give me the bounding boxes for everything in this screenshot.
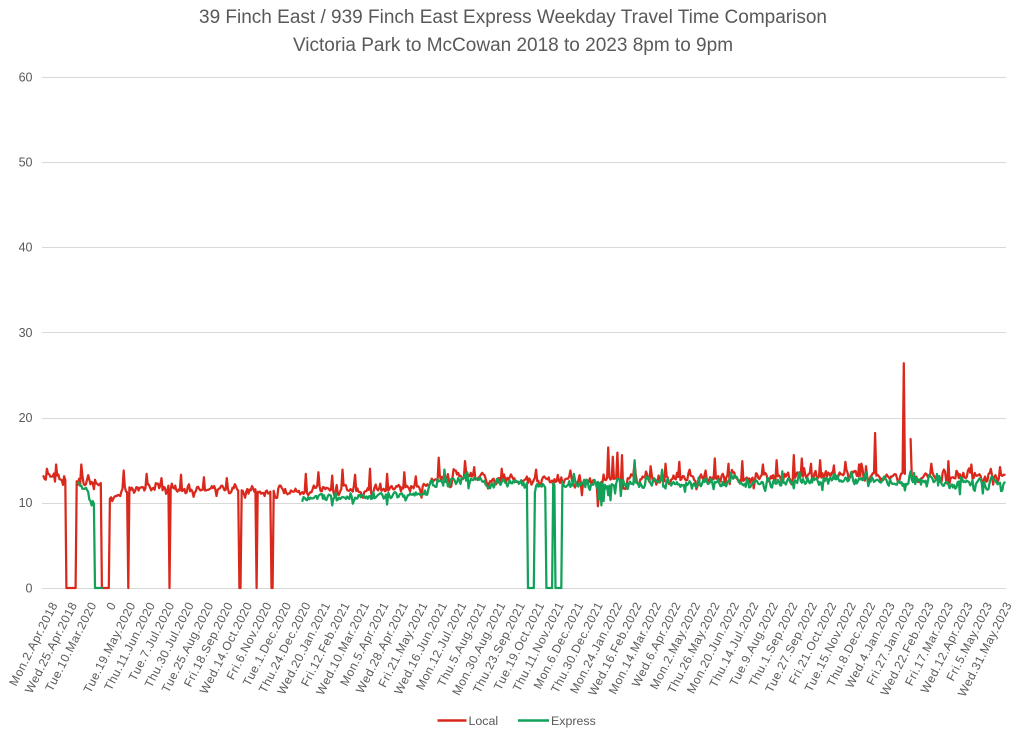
svg-text:39 Finch East / 939 Finch East: 39 Finch East / 939 Finch East Express W… (199, 7, 827, 28)
svg-text:10: 10 (19, 496, 33, 510)
svg-text:50: 50 (19, 156, 33, 170)
svg-text:20: 20 (19, 411, 33, 425)
svg-text:0: 0 (26, 581, 33, 595)
svg-text:30: 30 (19, 326, 33, 340)
svg-text:Express: Express (551, 714, 596, 728)
svg-text:40: 40 (19, 241, 33, 255)
svg-text:60: 60 (19, 70, 33, 84)
svg-text:Local: Local (469, 714, 499, 728)
svg-text:Victoria Park to McCowan 2018: Victoria Park to McCowan 2018 to 2023 8p… (293, 35, 733, 56)
